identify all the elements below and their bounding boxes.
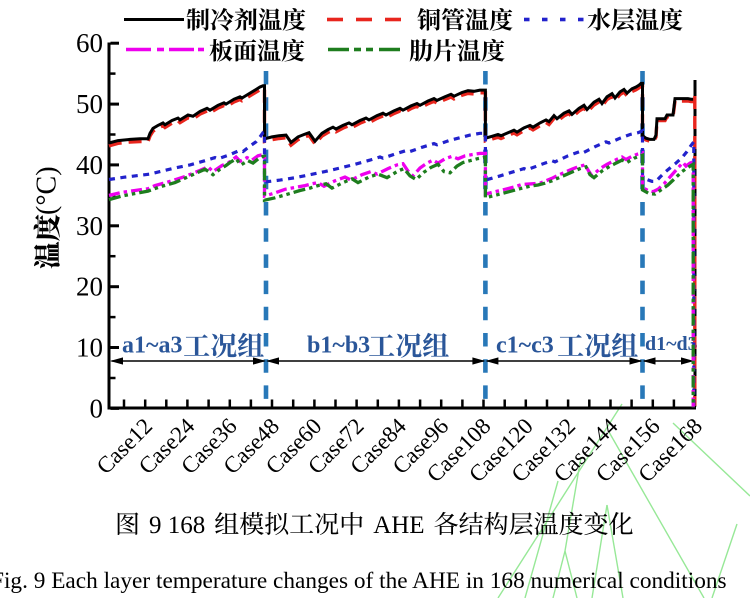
svg-text:60: 60 (76, 28, 103, 58)
svg-text:a1~a3: a1~a3 (122, 333, 182, 359)
svg-text:0: 0 (90, 393, 104, 423)
svg-text:50: 50 (76, 89, 103, 119)
svg-text:c1~c3: c1~c3 (496, 333, 554, 359)
svg-text:(°C): (°C) (32, 166, 63, 215)
svg-text:9 168: 9 168 (149, 512, 205, 539)
svg-text:Fig. 9 Each layer temperature: Fig. 9 Each layer temperature changes of… (0, 568, 727, 594)
svg-text:AHE: AHE (373, 512, 424, 539)
svg-text:40: 40 (76, 150, 103, 180)
svg-text:30: 30 (76, 211, 103, 241)
svg-text:10: 10 (76, 333, 103, 363)
svg-text:b1~b3: b1~b3 (307, 333, 370, 359)
svg-text:20: 20 (76, 272, 103, 302)
svg-text:d1~d3: d1~d3 (645, 333, 698, 355)
